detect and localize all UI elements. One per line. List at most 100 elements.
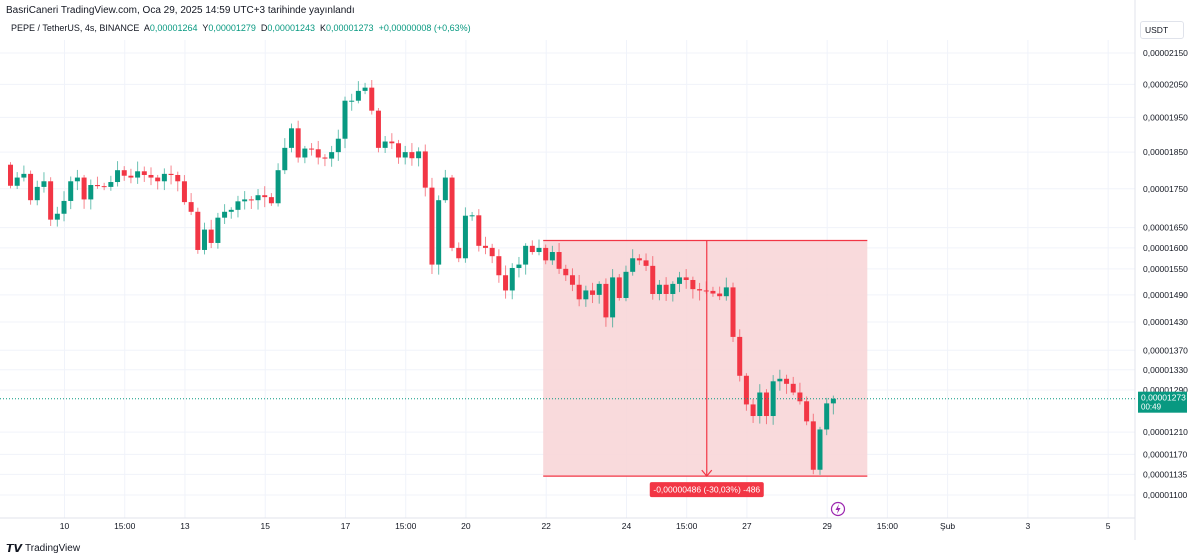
candle-body (697, 289, 703, 291)
candle-body (282, 147, 288, 171)
candle-up (549, 245, 555, 265)
candle-down (636, 254, 642, 265)
candle-down (650, 256, 656, 300)
candle-up (355, 81, 361, 104)
candle-body (315, 149, 321, 158)
candle-up (41, 172, 47, 193)
candle-up (161, 168, 167, 191)
candle-body (349, 100, 355, 102)
candle-up (777, 369, 783, 391)
candle-body (643, 260, 649, 266)
candle-body (61, 200, 67, 214)
candle-body (141, 171, 147, 175)
candle-down (389, 133, 395, 149)
candle-body (235, 201, 241, 210)
x-tick-label: 15:00 (395, 521, 417, 531)
candle-body (723, 287, 729, 297)
candle-up (523, 243, 529, 275)
y-tick-label: 0,00001430 (1143, 317, 1188, 327)
candle-up (54, 206, 60, 227)
currency-button[interactable]: USDT (1140, 21, 1184, 39)
candle-body (670, 283, 676, 294)
candle-body (449, 177, 455, 248)
candle-down (763, 389, 769, 425)
candle-body (188, 202, 194, 212)
candle-up (770, 375, 776, 425)
candle-down (422, 144, 428, 197)
candle-down (449, 174, 455, 252)
candle-body (777, 378, 783, 382)
candle-up (824, 397, 830, 436)
footer-brand: 𝙏𝙑 TradingView (6, 542, 80, 555)
candle-body (583, 290, 589, 300)
current-price-badge (1138, 391, 1187, 413)
candle-up (442, 169, 448, 203)
candle-body (175, 174, 181, 182)
x-tick-label: 5 (1106, 521, 1111, 531)
candle-body (636, 258, 642, 261)
candle-down (616, 274, 622, 301)
candle-body (309, 148, 315, 150)
candle-down (750, 398, 756, 423)
measure-label-bg (649, 482, 764, 498)
candle-body (630, 258, 636, 272)
current-price-label: 0,00001273 (1141, 393, 1186, 403)
candle-body (656, 284, 662, 294)
y-tick-label: 0,00001850 (1143, 147, 1188, 157)
candle-up (670, 281, 676, 302)
bar-countdown: 00:49 (1141, 403, 1162, 412)
lightning-icon[interactable] (830, 501, 846, 517)
candle-down (703, 281, 709, 294)
candle-body (429, 187, 435, 265)
candle-body (456, 247, 462, 259)
y-tick-label: 0,00001290 (1143, 385, 1188, 395)
symbol-name[interactable]: PEPE / TetherUS, 4s, BINANCE (11, 23, 140, 33)
candle-body (509, 267, 515, 291)
y-tick-label: 0,00001950 (1143, 112, 1188, 122)
candle-down (175, 171, 181, 192)
candle-body (121, 170, 127, 176)
candle-up (275, 163, 281, 207)
candle-body (590, 290, 596, 295)
candle-body (576, 284, 582, 300)
candle-down (569, 268, 575, 292)
candle-up (416, 147, 422, 167)
candle-down (195, 207, 201, 254)
candle-body (262, 195, 268, 198)
candle-down (188, 193, 194, 216)
candle-body (268, 197, 274, 204)
candle-down (309, 143, 315, 156)
candle-body (48, 181, 54, 220)
candle-body (215, 217, 221, 243)
candle-up (516, 256, 522, 278)
candle-down (155, 174, 161, 190)
candle-up (135, 161, 141, 184)
published-note: BasriCaneri TradingView.com, Oca 29, 202… (6, 5, 355, 16)
candle-up (282, 138, 288, 175)
candle-body (703, 290, 709, 292)
y-tick-label: 0,00001330 (1143, 365, 1188, 375)
candle-body (222, 211, 228, 218)
candle-up (34, 180, 40, 206)
brand-text: TradingView (25, 543, 81, 554)
candle-down (208, 219, 214, 249)
candle-body (683, 277, 689, 280)
candle-down (529, 240, 535, 255)
candle-body (690, 279, 696, 290)
candle-down (810, 413, 816, 475)
candle-body (88, 185, 94, 200)
candle-body (784, 378, 790, 384)
candle-body (275, 170, 281, 204)
candle-up (222, 204, 228, 224)
x-tick-label: 24 (622, 521, 632, 531)
candle-down (409, 143, 415, 166)
candle-down (101, 182, 107, 191)
candle-up (610, 269, 616, 328)
y-tick-label: 0,00001750 (1143, 184, 1188, 194)
candle-body (228, 209, 234, 212)
candle-body (516, 264, 522, 268)
y-tick-label: 0,00001370 (1143, 345, 1188, 355)
candle-down (262, 186, 268, 208)
candle-down (396, 139, 402, 164)
